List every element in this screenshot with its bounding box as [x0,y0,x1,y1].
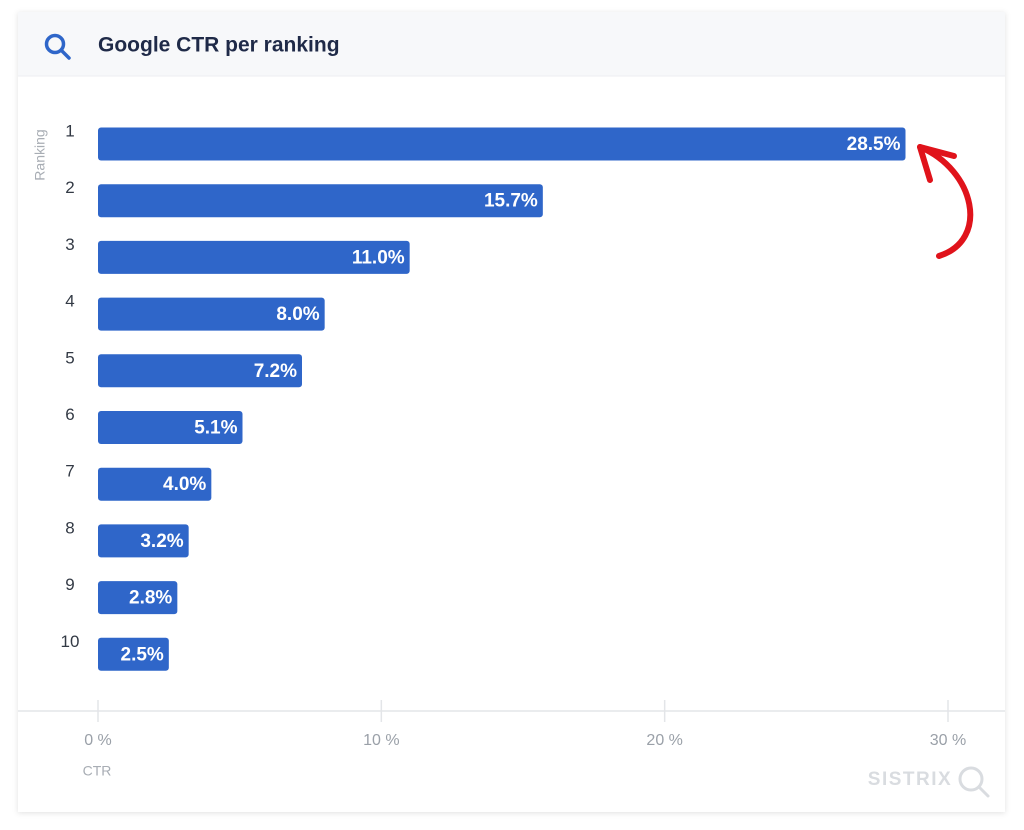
value-label: 2.5% [121,644,164,665]
y-tick-label: 2 [65,178,74,197]
watermark: SISTRIX [868,769,952,790]
value-label: 28.5% [847,134,901,155]
x-axis-label: CTR [83,763,112,779]
value-label: 15.7% [484,191,538,212]
chart-title: Google CTR per ranking [98,34,340,57]
value-label: 3.2% [140,531,183,552]
bar [98,581,178,615]
y-tick-label: 4 [65,292,74,311]
bar [98,467,212,501]
y-axis-label: Ranking [32,129,48,180]
y-tick-label: 7 [65,462,74,481]
value-label: 8.0% [276,304,319,325]
y-tick-label: 6 [65,405,74,424]
y-tick-label: 5 [65,348,74,367]
value-label: 2.8% [129,588,172,609]
bar [98,411,243,444]
watermark-icon [958,766,990,798]
card-header [18,12,1005,76]
x-tick-label: 0 % [84,732,112,749]
bar [98,524,189,558]
bar [98,354,302,388]
x-tick-label: 10 % [363,732,399,749]
bar [98,184,543,218]
x-tick-label: 20 % [646,732,682,749]
value-label: 4.0% [163,474,206,495]
search-icon [44,33,71,60]
bar [98,297,325,331]
bar [98,127,906,161]
value-label: 11.0% [352,247,405,268]
red-arrow [917,144,974,259]
x-tick-label: 30 % [930,732,966,749]
value-label: 7.2% [254,361,297,382]
y-tick-label: 3 [65,235,74,254]
bar [98,637,169,671]
y-tick-label: 10 [61,632,80,651]
bar [98,240,410,274]
y-tick-label: 9 [65,575,74,594]
value-label: 5.1% [194,418,237,439]
y-tick-label: 8 [65,518,74,537]
y-tick-label: 1 [65,121,74,140]
